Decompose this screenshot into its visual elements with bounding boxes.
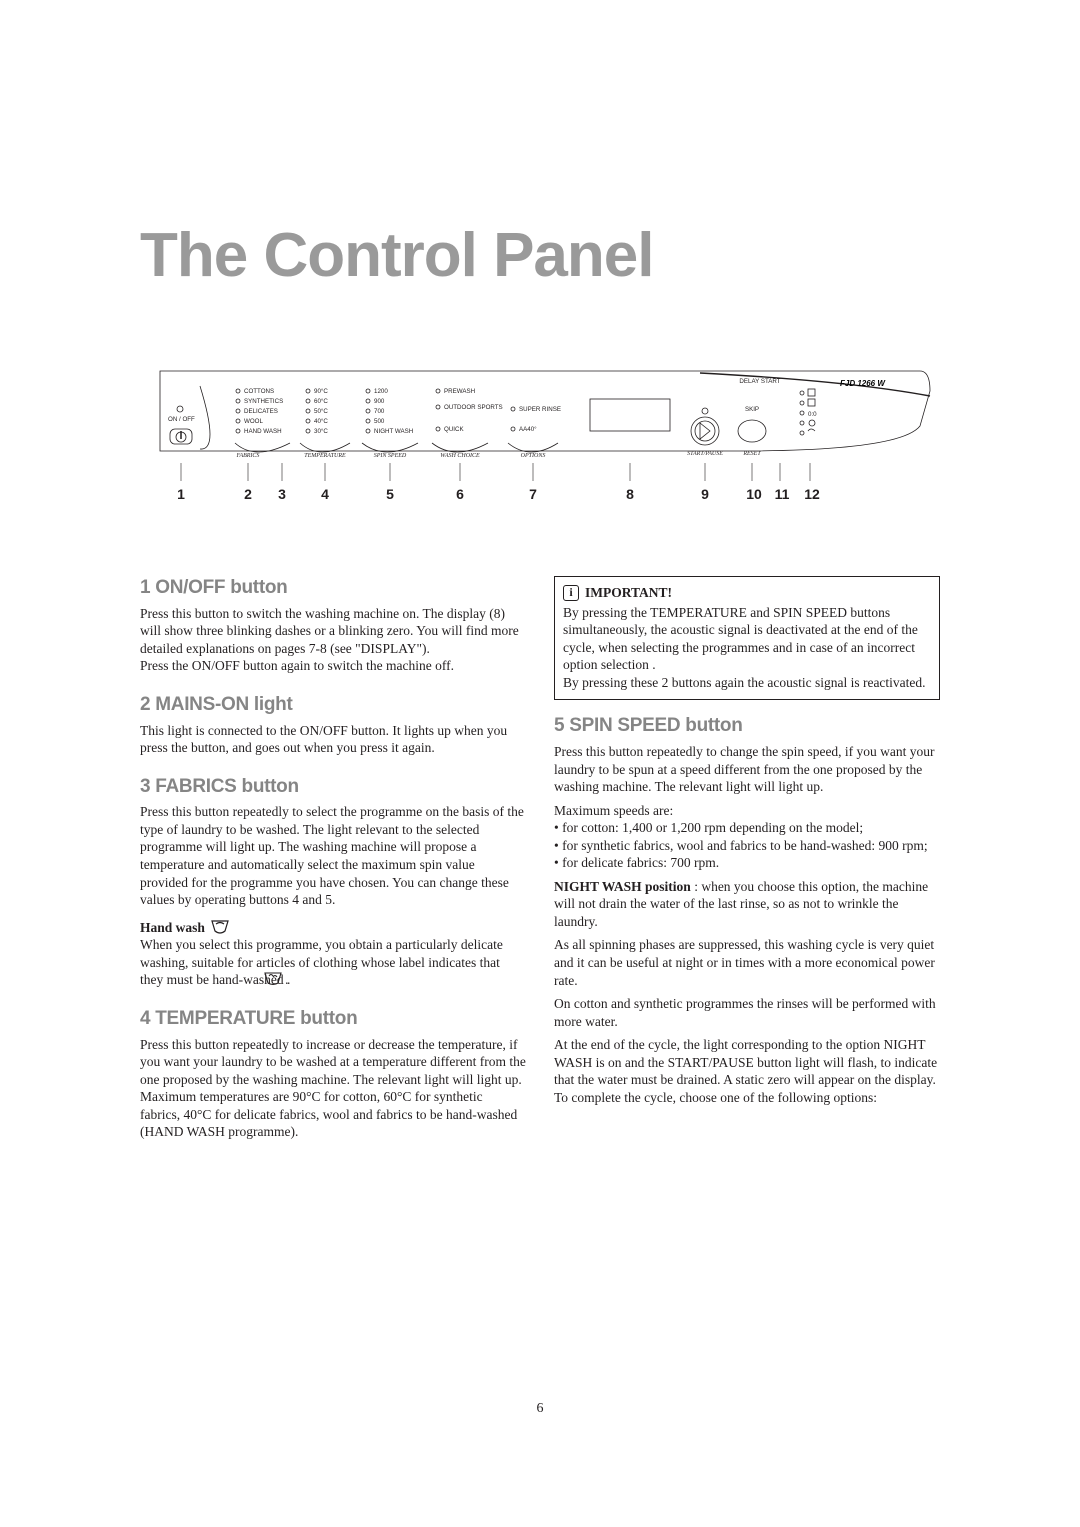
svg-text:1: 1: [177, 486, 185, 502]
section-3-heading: 3 FABRICS button: [140, 775, 526, 800]
svg-text:30°C: 30°C: [314, 428, 328, 435]
section-3-paragraph: Press this button repeatedly to select t…: [140, 803, 526, 908]
svg-text:2: 2: [244, 486, 252, 502]
svg-text:COTTONS: COTTONS: [244, 388, 274, 395]
svg-text:PREWASH: PREWASH: [444, 388, 475, 395]
spin-speed-column: 1200 900 700 500 NIGHT WASH SPIN SPEED: [362, 388, 418, 459]
svg-text:SPIN SPEED: SPIN SPEED: [374, 453, 407, 459]
svg-text:DELICATES: DELICATES: [244, 408, 278, 415]
svg-text:AA40°: AA40°: [519, 426, 537, 433]
svg-text:3: 3: [278, 486, 286, 502]
svg-text:40°C: 40°C: [314, 418, 328, 425]
svg-text:5: 5: [386, 486, 394, 502]
section-5-heading: 5 SPIN SPEED button: [554, 714, 940, 739]
svg-text:1200: 1200: [374, 388, 388, 395]
svg-text:4: 4: [321, 486, 329, 502]
important-heading: IMPORTANT!: [585, 584, 672, 602]
left-column: 1 ON/OFF button Press this button to swi…: [140, 576, 526, 1159]
section-4-paragraph: Press this button repeatedly to increase…: [140, 1036, 526, 1141]
info-icon: i: [563, 585, 579, 601]
svg-text:OPTIONS: OPTIONS: [521, 453, 546, 459]
svg-text:12: 12: [804, 486, 820, 502]
section-5-paragraph-2: As all spinning phases are suppressed, t…: [554, 936, 940, 989]
svg-text:500: 500: [374, 418, 385, 425]
section-5-night-wash: NIGHT WASH position : when you choose th…: [554, 878, 940, 931]
svg-text:FABRICS: FABRICS: [236, 453, 260, 459]
section-1-paragraph: Press this button to switch the washing …: [140, 605, 526, 658]
section-1-heading: 1 ON/OFF button: [140, 576, 526, 601]
list-item: • for delicate fabrics: 700 rpm.: [554, 854, 940, 872]
svg-text:QUICK: QUICK: [444, 426, 464, 433]
status-icon-column: 0:0: [800, 389, 817, 435]
section-2-heading: 2 MAINS-ON light: [140, 693, 526, 718]
fabrics-column: COTTONS SYNTHETICS DELICATES WOOL HAND W…: [235, 388, 290, 459]
temperature-column: 90°C 60°C 50°C 40°C 30°C TEMPERATURE: [300, 388, 350, 459]
svg-text:DELAY START: DELAY START: [739, 378, 780, 385]
svg-text:700: 700: [374, 408, 385, 415]
wash-choice-column: PREWASH OUTDOOR SPORTS QUICK WASH CHOICE: [432, 388, 503, 459]
important-paragraph-2: By pressing these 2 buttons again the ac…: [563, 674, 931, 692]
svg-text:60°C: 60°C: [314, 398, 328, 405]
control-panel-diagram: .lbl { font: 6.2px Arial, sans-serif; fi…: [140, 331, 940, 531]
section-5-paragraph-1: Press this button repeatedly to change t…: [554, 743, 940, 796]
svg-text:11: 11: [775, 486, 790, 502]
svg-text:6: 6: [456, 486, 464, 502]
section-2-paragraph: This light is connected to the ON/OFF bu…: [140, 722, 526, 757]
on-off-label: ON / OFF: [168, 416, 195, 423]
section-1-paragraph-2: Press the ON/OFF button again to switch …: [140, 657, 526, 675]
svg-text:0:0: 0:0: [808, 411, 817, 418]
svg-text:SUPER RINSE: SUPER RINSE: [519, 406, 561, 413]
svg-text:NIGHT WASH: NIGHT WASH: [374, 428, 413, 435]
list-item: • for cotton: 1,400 or 1,200 rpm dependi…: [554, 819, 940, 837]
important-paragraph-1: By pressing the TEMPERATURE and SPIN SPE…: [563, 604, 931, 674]
svg-text:50°C: 50°C: [314, 408, 328, 415]
svg-text:900: 900: [374, 398, 385, 405]
section-4-heading: 4 TEMPERATURE button: [140, 1007, 526, 1032]
svg-text:7: 7: [529, 486, 537, 502]
section-5-paragraph-4: At the end of the cycle, the light corre…: [554, 1036, 940, 1106]
page-number: 6: [537, 1401, 544, 1417]
list-item: • for synthetic fabrics, wool and fabric…: [554, 837, 940, 855]
page-title: The Control Panel: [140, 220, 940, 291]
section-3-sub-paragraph: When you select this programme, you obta…: [140, 936, 526, 989]
svg-text:TEMPERATURE: TEMPERATURE: [304, 453, 346, 459]
svg-text:HAND WASH: HAND WASH: [244, 428, 282, 435]
hand-wash-tub-icon: [264, 972, 282, 986]
section-5-list: • for cotton: 1,400 or 1,200 rpm dependi…: [554, 819, 940, 872]
hand-wash-subheading: Hand wash: [140, 919, 230, 937]
svg-text:8: 8: [626, 486, 634, 502]
svg-text:START/PAUSE: START/PAUSE: [687, 451, 723, 457]
section-5-max-label: Maximum speeds are:: [554, 802, 940, 820]
svg-text:OUTDOOR SPORTS: OUTDOOR SPORTS: [444, 404, 503, 411]
marker-lines: [181, 463, 810, 481]
important-box: i IMPORTANT! By pressing the TEMPERATURE…: [554, 576, 940, 700]
svg-text:90°C: 90°C: [314, 388, 328, 395]
svg-text:10: 10: [746, 486, 762, 502]
hand-wash-icon: [210, 919, 230, 935]
svg-text:WASH CHOICE: WASH CHOICE: [440, 453, 480, 459]
svg-text:SKIP: SKIP: [745, 406, 759, 413]
section-5-paragraph-3: On cotton and synthetic programmes the r…: [554, 995, 940, 1030]
svg-text:WOOL: WOOL: [244, 418, 263, 425]
model-label: FJD 1266 W: [840, 379, 886, 388]
svg-text:9: 9: [701, 486, 709, 502]
right-column: i IMPORTANT! By pressing the TEMPERATURE…: [554, 576, 940, 1159]
svg-text:RESET: RESET: [742, 451, 761, 457]
svg-text:SYNTHETICS: SYNTHETICS: [244, 398, 283, 405]
marker-numbers: 1 2 3 4 5 6 7 8 9 10 11 12: [177, 486, 820, 502]
